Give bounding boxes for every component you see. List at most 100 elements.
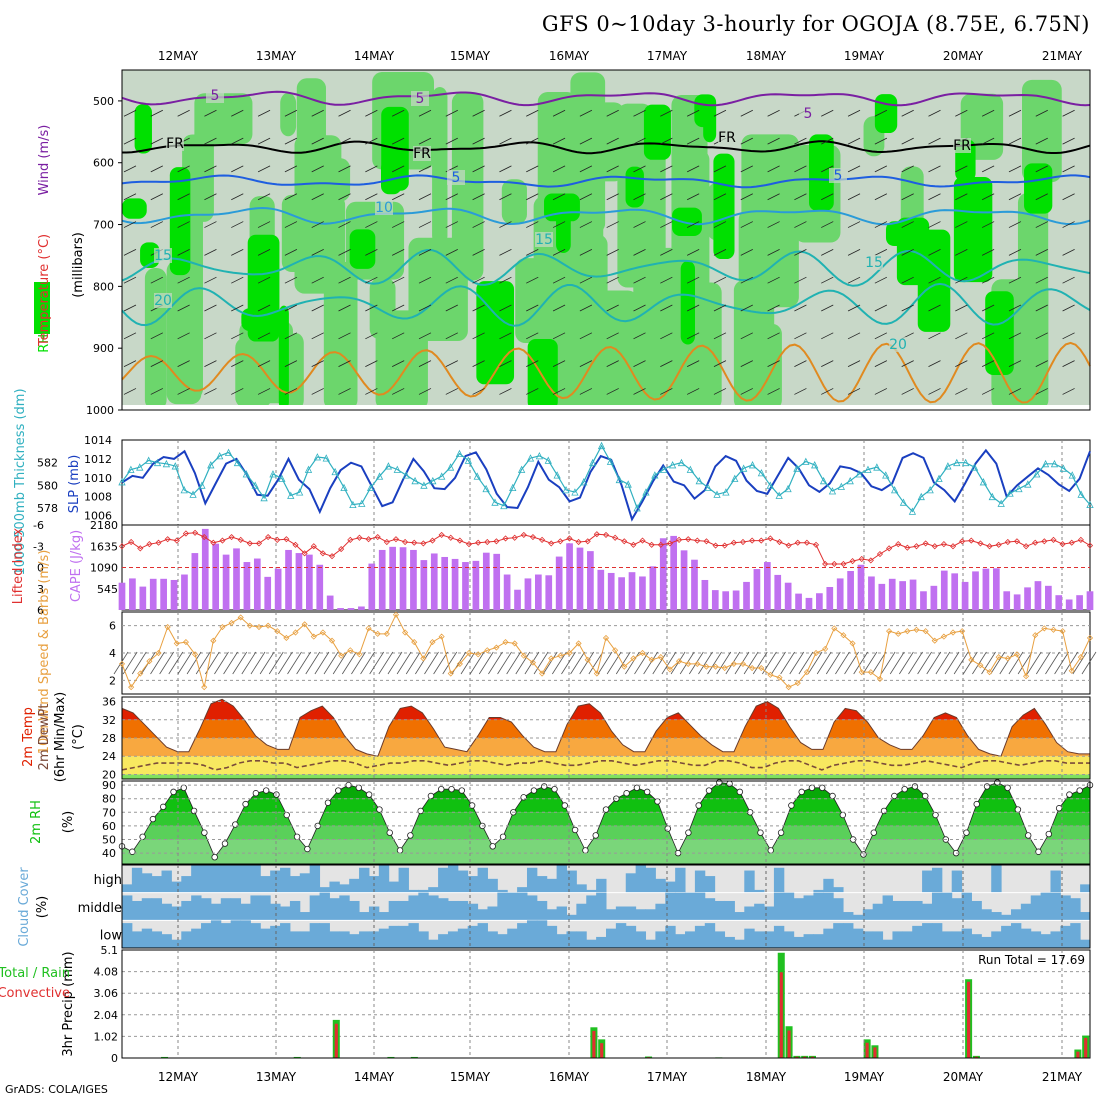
cloud-bar [141, 928, 153, 948]
wind-barb [168, 651, 184, 675]
thickness-marker [544, 456, 552, 464]
precip-convective-bar [803, 1056, 807, 1058]
thickness-marker [304, 465, 313, 473]
li-marker [310, 543, 317, 550]
wind-barb [1008, 332, 1022, 340]
wind-barb [853, 651, 869, 675]
li-marker [602, 531, 610, 538]
wind-barb [1045, 651, 1060, 675]
thickness-marker [118, 478, 126, 486]
cloud-bar [349, 934, 360, 948]
thickness-marker [713, 490, 721, 498]
cape-bar [410, 549, 417, 610]
li-marker [137, 545, 144, 552]
rh-marker [1076, 787, 1083, 794]
rh-marker [541, 783, 548, 790]
cloud-bar [408, 889, 419, 893]
li-marker [931, 543, 938, 550]
cloud-bar [487, 906, 498, 921]
rh-tick-label: 60 [102, 820, 116, 833]
li-marker [511, 534, 518, 541]
rh-marker [324, 799, 332, 806]
cloud-bar [141, 898, 153, 921]
rh-marker [664, 825, 671, 832]
li-marker [529, 533, 537, 541]
wind-marker [465, 649, 473, 657]
wind-marker [511, 640, 518, 647]
cloud-bar [1080, 884, 1091, 893]
wind-marker [849, 640, 856, 647]
thickness-marker [802, 457, 810, 465]
cloud-bar [388, 881, 400, 893]
wind-barb [740, 276, 753, 284]
cape-bar [201, 528, 209, 610]
li-marker [794, 539, 801, 546]
li-marker [539, 536, 546, 543]
li-marker [228, 533, 235, 541]
wind-marker [685, 660, 692, 667]
wind-barb [150, 165, 163, 173]
wind-barb [606, 221, 619, 228]
thickness-marker [491, 498, 499, 506]
li-marker [429, 537, 436, 544]
cloud-bar [329, 931, 340, 948]
wind-barb [821, 165, 834, 173]
cloud-bar [171, 881, 182, 893]
cloud-bar [981, 936, 992, 948]
thickness-marker [153, 458, 162, 467]
wind-barb [579, 109, 593, 117]
rh-region-high [169, 167, 191, 276]
wind-barb [713, 276, 727, 284]
wind-barb [794, 304, 807, 312]
li-marker [548, 540, 555, 547]
cloud-bar [428, 939, 439, 948]
cloud-bar [823, 892, 834, 921]
wind-barb [391, 193, 405, 201]
li-marker [730, 539, 737, 546]
li-marker [475, 539, 482, 546]
cloud-bar [991, 912, 1002, 921]
wind-barb [231, 360, 244, 367]
cloud-bar [201, 923, 212, 948]
wind-barb [445, 109, 458, 117]
wind-barb [369, 651, 385, 675]
wind-barb [821, 221, 834, 228]
wind-barb [472, 109, 485, 117]
li-marker [374, 533, 381, 541]
wind-barb [767, 388, 780, 395]
wind-marker [347, 647, 354, 654]
rh-marker [767, 847, 774, 854]
li-marker [292, 541, 299, 548]
wind-barb [686, 193, 700, 201]
thickness-marker [180, 485, 188, 494]
rh-marker [335, 787, 342, 794]
cape-tick-label: 2180 [90, 519, 118, 532]
cape-bar [951, 573, 959, 610]
cloud-bar [171, 939, 182, 948]
cape-bar [253, 558, 261, 610]
rh-region-mid [576, 182, 604, 305]
rh-legend-swatch [34, 282, 50, 334]
wind-barb [752, 651, 768, 675]
rh-marker [654, 798, 661, 805]
cape-bar [888, 578, 896, 610]
wind-barb [606, 276, 619, 284]
temp-band [122, 756, 1090, 775]
wind-barb [1081, 651, 1097, 675]
li-marker [456, 537, 463, 544]
cloud-bar [704, 876, 716, 893]
wind-marker [666, 666, 673, 673]
cloud-bar [645, 939, 656, 948]
thickness-marker [784, 484, 792, 493]
cloud-bar [289, 876, 301, 893]
wind-marker [118, 660, 126, 667]
temp-panel-frame [121, 696, 1091, 780]
wind-barb [150, 193, 163, 201]
wind-barb [561, 651, 576, 675]
cloud-bar [270, 903, 281, 921]
wind-barb [633, 193, 646, 201]
wind-barb [311, 332, 324, 340]
thickness-marker [349, 500, 357, 508]
li-marker [201, 533, 208, 541]
wind-barb [150, 388, 163, 395]
